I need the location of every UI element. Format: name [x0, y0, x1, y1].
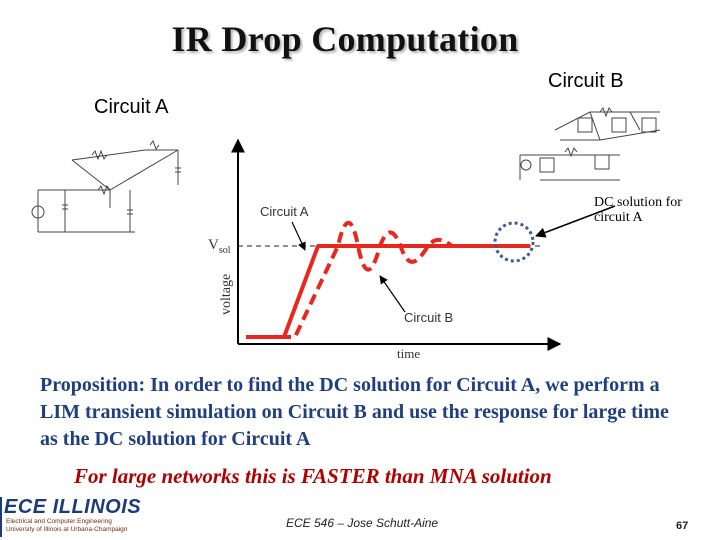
dc-solution-arrow	[535, 205, 616, 238]
circuit-a-label: Circuit A	[94, 96, 169, 118]
x-axis-label: time	[397, 346, 420, 361]
emphasis-text: For large networks this is FASTER than M…	[74, 464, 552, 488]
circuit-b-label: Circuit B	[548, 70, 624, 92]
y-axis-label: voltage	[219, 274, 234, 315]
curve-circuit-a	[246, 244, 530, 339]
ece-illinois-logo: ECE ILLINOIS	[4, 496, 142, 518]
circuit-b-arrow	[379, 275, 406, 313]
footer-divider	[0, 497, 2, 537]
curve-b-label: Circuit B	[404, 310, 453, 325]
graph-axes	[231, 138, 562, 351]
logo-subtitle: Electrical and Computer Engineering Univ…	[6, 518, 128, 533]
slide-title: IR Drop Computation	[171, 19, 519, 59]
circuit-b-schematic	[519, 106, 661, 181]
vsol-label: Vsol	[208, 237, 231, 256]
page-number: 67	[676, 520, 689, 532]
footer-course-text: ECE 546 – Jose Schutt-Aine	[286, 516, 439, 530]
steady-state-highlight	[493, 221, 535, 263]
dc-solution-label: DC solution for circuit A	[594, 195, 682, 225]
circuit-a-arrow	[291, 221, 306, 251]
curve-a-label: Circuit A	[260, 204, 309, 219]
proposition-text: Proposition: In order to find the DC sol…	[40, 374, 669, 450]
circuit-a-schematic	[31, 139, 181, 233]
